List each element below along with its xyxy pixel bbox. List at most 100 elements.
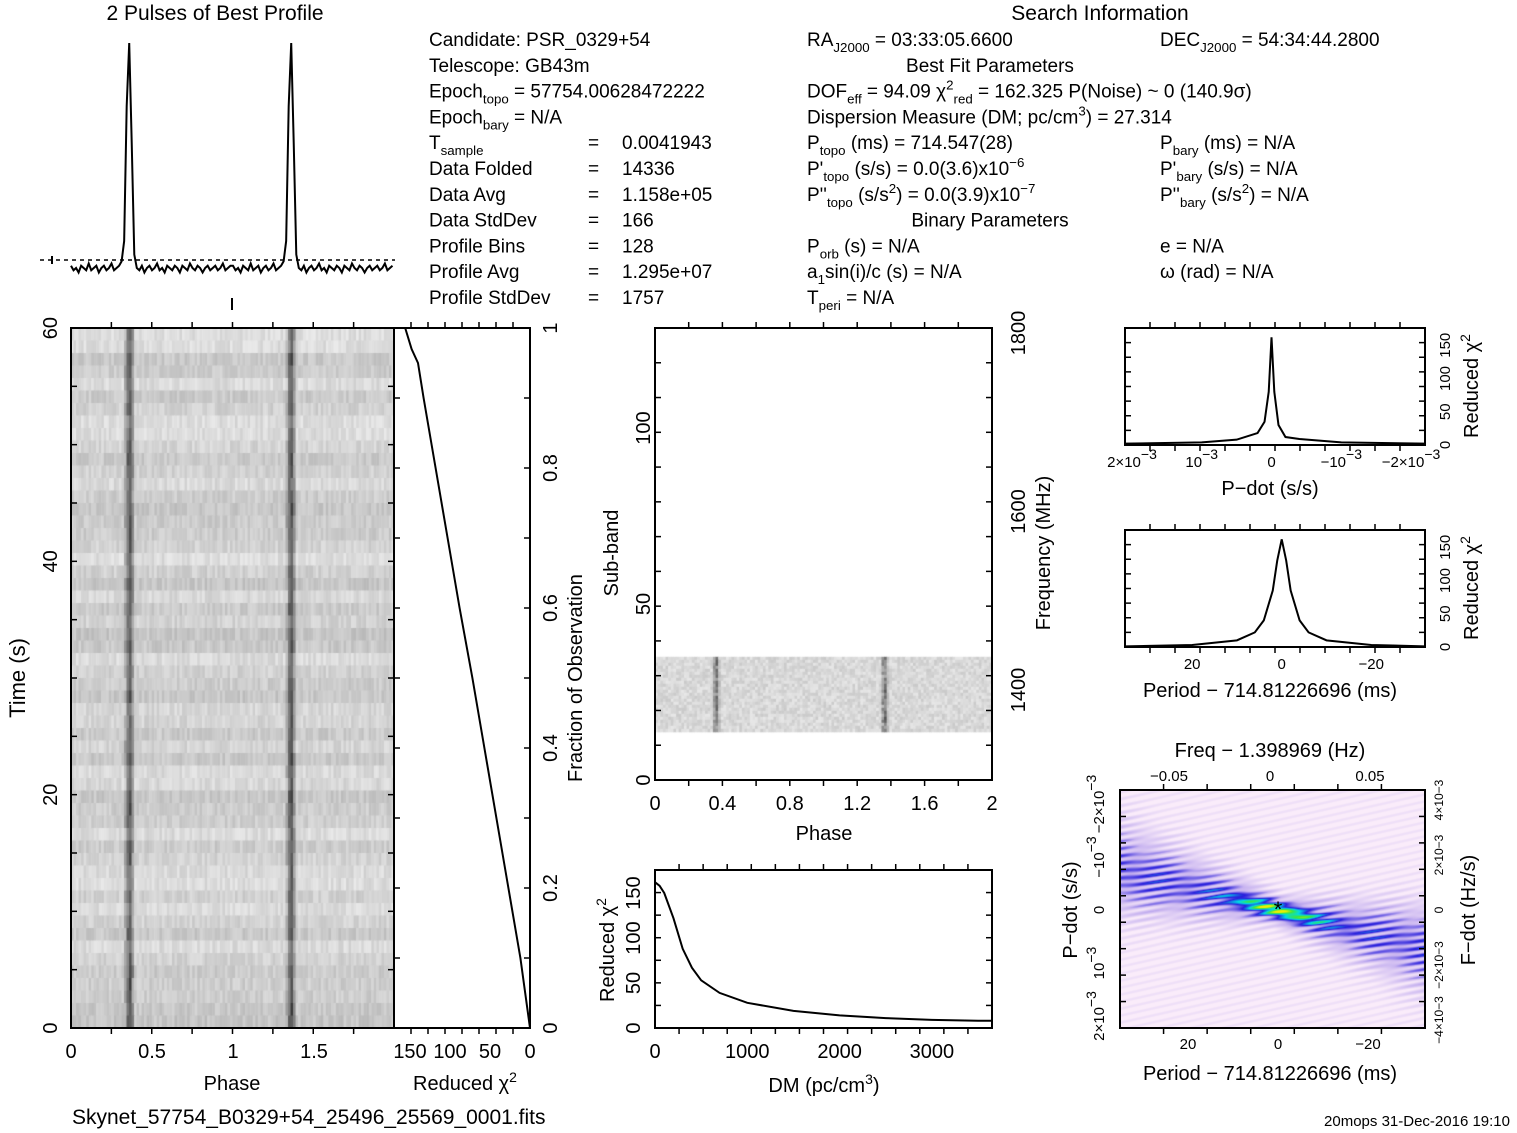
info-value: 1.158e+05 (622, 185, 712, 206)
x-tick-label: 2 (986, 793, 997, 815)
info-equals: = (588, 211, 599, 232)
fit-parameter: RAJ2000 = 03:33:05.6600 (807, 30, 1013, 55)
y-tick-label: 60 (40, 317, 62, 339)
x-axis-label: Phase (796, 823, 853, 845)
fit-parameter: Porb (s) = N/A (807, 236, 920, 261)
y-tick-label: 50 (1437, 605, 1454, 622)
y2-axis-label: F−dot (Hz/s) (1458, 855, 1480, 966)
x-tick-label: −20 (1355, 1036, 1380, 1053)
y-tick-label: 0 (1437, 441, 1454, 449)
fit-parameter: P''topo (s/s2) = 0.0(3.9)x10−7 (807, 181, 1035, 210)
x-tick-label: 0.4 (708, 793, 736, 815)
y-tick-label: 0 (623, 1022, 645, 1033)
info-label: Telescope: GB43m (429, 56, 590, 77)
y-tick-label: 10−3 (1083, 946, 1108, 979)
x-axis-label: Phase (204, 1073, 261, 1095)
x-tick-label: 50 (479, 1041, 501, 1063)
info-value: 128 (622, 236, 654, 257)
time-phase-image (71, 328, 394, 1028)
x-tick-label: 0 (524, 1041, 535, 1063)
info-equals: = (588, 262, 599, 283)
chi2-time-curve (404, 327, 531, 1029)
y-axis-label: Reduced χ2 (1457, 334, 1483, 438)
x-tick-label: 20 (1180, 1036, 1197, 1053)
y-tick-label: 0 (1437, 643, 1454, 651)
dm-frame (654, 869, 993, 1029)
x-axis-label: DM (pc/cm3) (768, 1071, 879, 1097)
fit-parameter: Tperi = N/A (807, 288, 894, 313)
y-tick-label: 150 (1437, 333, 1454, 358)
x-tick-label: 150 (393, 1041, 426, 1063)
y-tick-label: −2×10−3 (1083, 775, 1108, 834)
y2-tick-label: 1400 (1008, 668, 1030, 713)
info-value: 1757 (622, 288, 664, 309)
y2-tick-label: −2×10−3 (1432, 941, 1446, 989)
y-axis-label: Sub-band (601, 510, 623, 597)
x-tick-label: 2×10−3 (1107, 446, 1157, 471)
x-tick-label: 1.5 (300, 1041, 328, 1063)
fit-parameter: Dispersion Measure (DM; pc/cm3) = 27.314 (807, 103, 1172, 128)
bary-parameter: ω (rad) = N/A (1160, 262, 1274, 283)
x-tick-label: 0.8 (776, 793, 804, 815)
y-axis-label: Fraction of Observation (565, 574, 587, 782)
info-equals: = (588, 236, 599, 257)
y-tick-label: 0.6 (540, 594, 562, 622)
x-tick-label: 3000 (910, 1041, 955, 1063)
info-value: 166 (622, 211, 654, 232)
y2-tick-label: −4×10−3 (1432, 996, 1446, 1044)
y-tick-label: 150 (1437, 535, 1454, 560)
x-tick-label: 1000 (725, 1041, 770, 1063)
info-label: Tsample (429, 133, 483, 158)
y-axis-label: P−dot (s/s) (1060, 861, 1082, 958)
info-value: 1.295e+07 (622, 262, 712, 283)
dm-curve (654, 881, 992, 1022)
fit-parameter: a1sin(i)/c (s) = N/A (807, 262, 962, 287)
y-tick-label: 100 (1437, 366, 1454, 391)
info-heading: Best Fit Parameters (906, 56, 1074, 77)
time-phase-frame (70, 327, 395, 1029)
x-tick-label: 20 (1184, 656, 1201, 673)
x-tick-label: 10−3 (1185, 446, 1218, 471)
candidate-info: Candidate: PSR_0329+54 Telescope: GB43m Ep… (429, 30, 1380, 313)
x2-axis-label: Freq − 1.398969 (Hz) (1175, 740, 1366, 762)
y-tick-label: 20 (40, 784, 62, 806)
period-curve (1124, 539, 1426, 648)
bary-parameter: P'bary (s/s) = N/A (1160, 159, 1298, 184)
x-tick-label: 100 (433, 1041, 466, 1063)
profile-curve (70, 42, 394, 275)
info-label: Epochtopo = 57754.00628472222 (429, 82, 705, 107)
x-tick-label: 0 (1278, 656, 1286, 673)
period-pdot-image (1120, 790, 1425, 1028)
subband-phase-image (655, 328, 992, 780)
x-tick-label: 0 (1267, 454, 1275, 471)
profile-title: 2 Pulses of Best Profile (106, 2, 323, 25)
y-axis-label: Reduced χ2 (593, 898, 619, 1002)
y-tick-label: 0 (40, 1022, 62, 1033)
search-information-title: Search Information (1011, 2, 1188, 25)
y-tick-label: 0 (1091, 906, 1108, 914)
x-tick-label: 0 (65, 1041, 76, 1063)
x-axis-label: Reduced χ2 (413, 1069, 517, 1095)
fits-filename: Skynet_57754_B0329+54_25496_25569_0001.f… (72, 1106, 546, 1129)
info-value: 0.0041943 (622, 133, 712, 154)
x-tick-label: 1.2 (843, 793, 871, 815)
info-equals: = (588, 185, 599, 206)
info-equals: = (588, 133, 599, 154)
info-label: Data Avg (429, 185, 506, 206)
x-tick-label: 2000 (817, 1041, 862, 1063)
fit-parameter: P'topo (s/s) = 0.0(3.6)x10−6 (807, 155, 1024, 184)
y-tick-label: 50 (623, 972, 645, 994)
period-frame (1124, 529, 1426, 648)
x-tick-label: −2×10−3 (1382, 446, 1441, 471)
y-tick-label: 1 (540, 322, 562, 333)
y-tick-label: 0 (540, 1022, 562, 1033)
x-tick-label: −20 (1359, 656, 1384, 673)
info-label: Candidate: PSR_0329+54 (429, 30, 651, 51)
info-label: Data StdDev (429, 211, 537, 232)
x2-tick-label: 0 (1266, 768, 1274, 785)
y-axis-label: Time (s) (5, 638, 30, 718)
chi2-time-frame (393, 327, 531, 1029)
info-equals: = (588, 159, 599, 180)
y-tick-label: 100 (633, 411, 655, 444)
